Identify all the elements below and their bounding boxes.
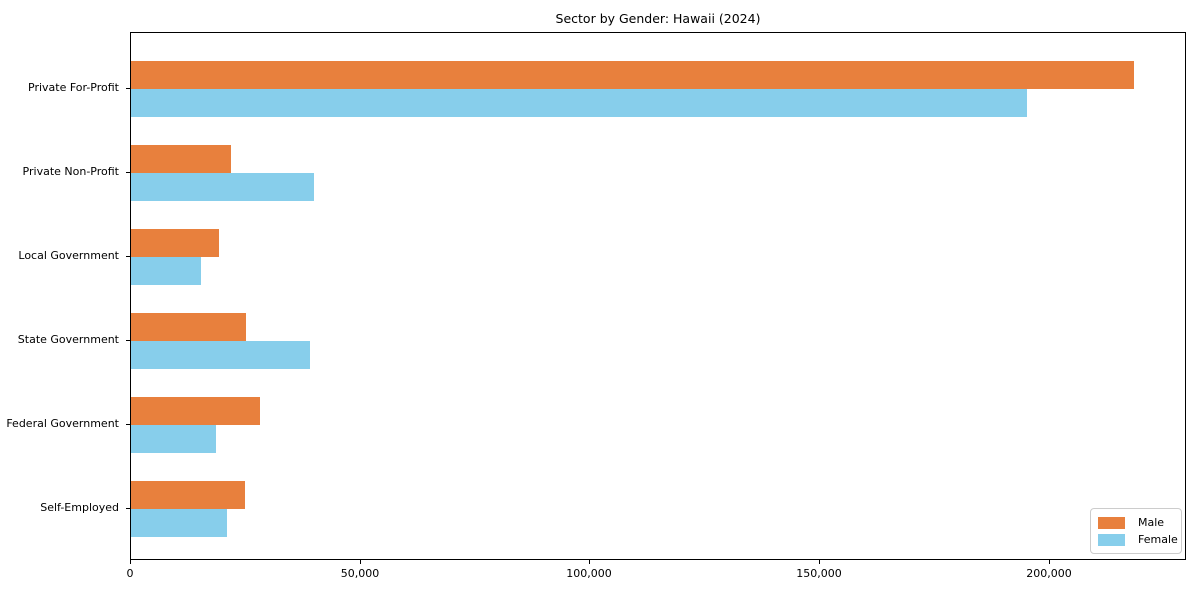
bar-male-2 [131,229,219,257]
x-tick-label: 50,000 [340,567,380,580]
y-tick-label: Self-Employed [40,501,119,514]
legend: Male Female [1090,508,1182,554]
legend-item-female: Female [1098,532,1181,546]
bar-female-2 [131,257,201,285]
y-tick-label: Federal Government [6,417,119,430]
bar-female-4 [131,425,216,453]
y-tick-label: State Government [17,333,119,346]
bar-female-0 [131,89,1027,117]
x-tick-mark [130,560,131,564]
x-tick-mark [360,560,361,564]
bar-female-1 [131,173,314,201]
x-tick-label: 200,000 [1026,567,1072,580]
bar-male-1 [131,145,231,173]
chart-title: Sector by Gender: Hawaii (2024) [555,11,761,26]
bar-male-3 [131,313,246,341]
x-tick-mark [819,560,820,564]
x-tick-mark [589,560,590,564]
male-series-swatch [1098,516,1125,529]
legend-item-male: Male [1098,515,1181,529]
y-tick-mark [126,172,130,173]
legend-label-female: Female [1138,532,1178,546]
y-tick-mark [126,508,130,509]
y-tick-mark [126,256,130,257]
plot-area [130,32,1186,560]
y-tick-mark [126,424,130,425]
bar-male-0 [131,61,1134,89]
female-series-swatch [1098,533,1125,546]
bar-male-4 [131,397,260,425]
legend-label-male: Male [1138,515,1165,529]
x-tick-label: 100,000 [566,567,612,580]
bar-female-5 [131,509,227,537]
x-tick-label: 0 [126,567,134,580]
x-tick-mark [1049,560,1050,564]
y-tick-label: Local Government [18,249,119,262]
y-tick-mark [126,88,130,89]
y-tick-label: Private Non-Profit [22,165,119,178]
y-tick-mark [126,340,130,341]
bar-male-5 [131,481,245,509]
x-tick-label: 150,000 [796,567,842,580]
y-tick-label: Private For-Profit [28,81,119,94]
bar-female-3 [131,341,310,369]
